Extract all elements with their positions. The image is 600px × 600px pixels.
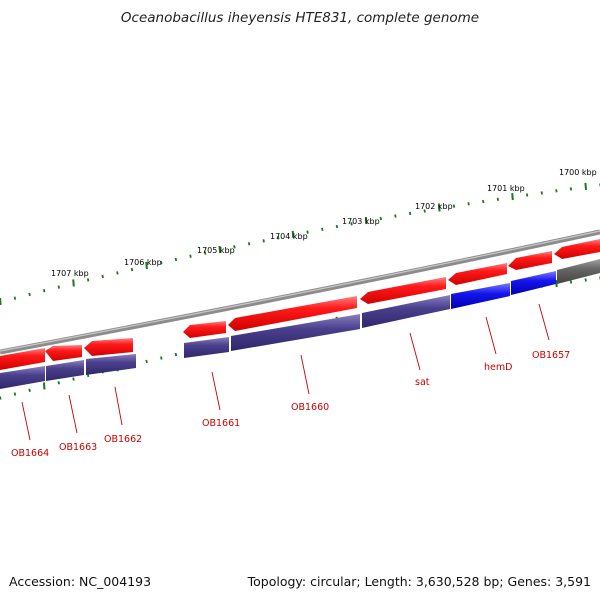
minor-tick: [43, 289, 46, 293]
map-title: Oceanobacillus iheyensis HTE831, complet…: [120, 10, 480, 26]
minor-tick: [321, 227, 324, 231]
topology-text: Topology: circular; Length: 3,630,528 bp…: [247, 574, 591, 589]
minor-tick: [482, 199, 485, 204]
gene-label-hemD: hemD: [484, 362, 512, 373]
minor-tick: [204, 251, 207, 255]
kbp-label-1706: 1706 kbp: [124, 258, 162, 267]
major-tick: [555, 280, 558, 288]
label-leaders: [21, 303, 550, 441]
gene-arrow: [84, 338, 133, 356]
gene-label-OB1660: OB1660: [291, 402, 329, 413]
kbp-label-1703: 1703 kbp: [342, 217, 380, 226]
minor-tick: [569, 187, 573, 191]
gene-label-OB1661: OB1661: [202, 418, 240, 429]
minor-tick: [57, 285, 60, 289]
minor-tick: [72, 377, 75, 381]
major-tick: [72, 279, 75, 287]
gene-block-sat: [362, 295, 450, 328]
minor-tick: [28, 292, 31, 297]
minor-tick: [423, 209, 426, 213]
minor-tick: [467, 202, 470, 206]
minor-tick: [189, 254, 192, 258]
minor-tick: [160, 261, 163, 265]
major-tick: [145, 262, 148, 270]
major-tick: [218, 245, 222, 253]
major-tick: [42, 382, 46, 390]
minor-tick: [247, 242, 251, 246]
minor-tick: [28, 388, 31, 392]
minor-tick: [130, 267, 134, 272]
minor-tick: [569, 280, 573, 284]
minor-tick: [86, 278, 90, 282]
minor-tick: [0, 396, 2, 400]
minor-tick: [262, 239, 265, 243]
genome-backbone-highlight: [0, 230, 600, 352]
gene-label-OB1657: OB1657: [532, 350, 570, 361]
minor-tick: [233, 245, 236, 249]
gene-block-OB1663: [46, 360, 84, 381]
gene-block-OB1664: [0, 366, 45, 389]
major-tick: [511, 193, 514, 201]
minor-tick: [174, 352, 178, 357]
major-tick: [0, 297, 2, 306]
minor-tick: [584, 278, 587, 282]
minor-tick: [394, 214, 397, 218]
minor-tick: [379, 216, 382, 221]
minor-tick: [13, 392, 17, 396]
minor-tick: [540, 191, 543, 195]
accession-text: Accession: NC_004193: [9, 574, 152, 589]
minor-tick: [145, 359, 148, 364]
gene-block-OB1660: [231, 314, 360, 351]
gene-block-hemD: [451, 283, 510, 309]
gene-arrow: [554, 239, 600, 259]
minor-tick: [452, 204, 456, 208]
gene-label-sat: sat: [415, 377, 430, 388]
kbp-label-1702: 1702 kbp: [415, 202, 453, 211]
kbp-label-1701: 1701 kbp: [487, 184, 525, 193]
gene-arrow: [228, 296, 357, 331]
gene-label-OB1662: OB1662: [104, 434, 142, 445]
minor-tick: [160, 356, 163, 360]
minor-tick: [408, 211, 412, 216]
minor-tick: [174, 257, 178, 262]
gene-arrow: [0, 348, 45, 370]
minor-tick: [277, 236, 280, 240]
gene-block-other: [557, 259, 600, 284]
minor-tick: [555, 189, 558, 193]
gene-block-OB1657: [511, 271, 556, 295]
gene-label-OB1663: OB1663: [59, 442, 97, 453]
minor-tick: [525, 193, 529, 197]
minor-tick: [350, 222, 353, 226]
reverse-strand-genes: [0, 259, 600, 389]
minor-tick: [101, 274, 104, 279]
minor-tick: [496, 197, 500, 201]
minor-tick: [13, 296, 17, 300]
gene-arrow: [183, 321, 226, 338]
kbp-label-1704: 1704 kbp: [270, 232, 308, 241]
genome-backbone: [0, 229, 600, 355]
minor-tick: [306, 230, 309, 234]
gene-label-OB1664: OB1664: [11, 448, 49, 459]
kbp-label-1705: 1705 kbp: [197, 246, 235, 255]
gene-arrow: [45, 345, 82, 361]
kbp-label-1700: 1700 kbp: [559, 168, 597, 177]
minor-tick: [335, 224, 339, 229]
minor-tick: [116, 271, 119, 275]
major-tick: [291, 230, 295, 238]
major-tick: [584, 182, 587, 190]
gene-arrow: [508, 251, 552, 270]
kbp-label-1707: 1707 kbp: [51, 269, 89, 278]
major-tick: [364, 217, 368, 225]
gene-block-OB1661: [184, 337, 229, 358]
gene-block-OB1662: [86, 354, 136, 375]
gene-arrow: [448, 263, 507, 285]
minor-tick: [57, 381, 60, 385]
outer-tick-row: [0, 182, 600, 306]
forward-strand-genes: [0, 239, 600, 370]
gene-arrow: [360, 277, 446, 304]
major-tick: [438, 204, 441, 212]
